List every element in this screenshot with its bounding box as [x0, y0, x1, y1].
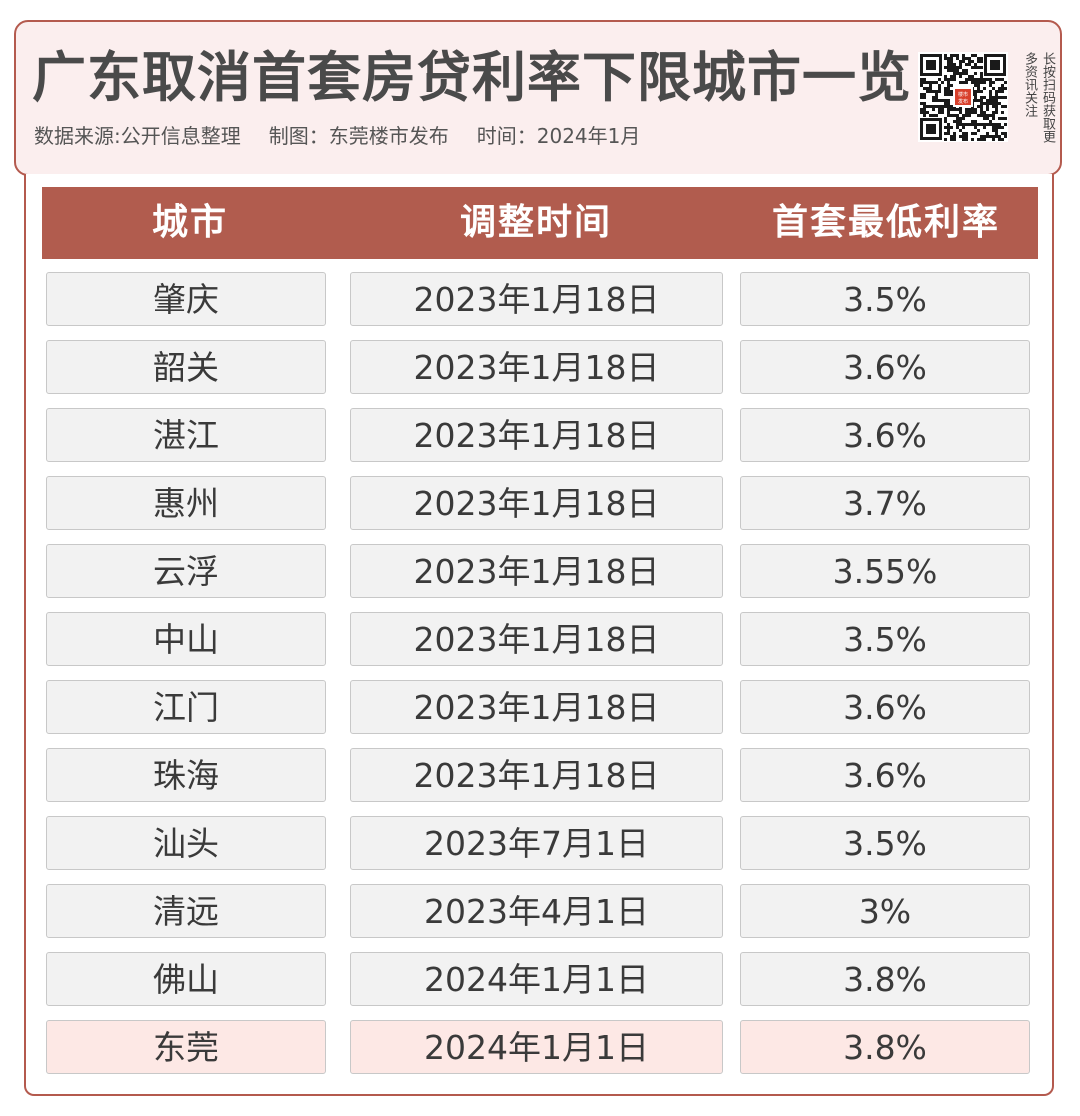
lowest-rate-cell: 3.55%: [740, 544, 1030, 598]
lowest-rate-cell: 3.8%: [740, 952, 1030, 1006]
adjust-date-cell: 2023年1月18日: [350, 748, 723, 802]
city-cell: 佛山: [46, 952, 326, 1006]
city-cell: 东莞: [46, 1020, 326, 1074]
city-cell: 湛江: [46, 408, 326, 462]
qr-caption: 长按扫码获取更多资讯关注: [1022, 52, 1055, 143]
city-cell: 韶关: [46, 340, 326, 394]
city-cell: 清远: [46, 884, 326, 938]
svg-text:楼市: 楼市: [958, 91, 968, 98]
column-header-lowest-rate: 首套最低利率: [771, 202, 1000, 243]
table-row: 中山 2023年1月18日 3.5%: [26, 612, 1056, 666]
city-cell: 汕头: [46, 816, 326, 870]
page-title: 广东取消首套房贷利率下限城市一览: [32, 46, 912, 109]
lowest-rate-cell: 3.8%: [740, 1020, 1030, 1074]
table-row: 湛江 2023年1月18日 3.6%: [26, 408, 1056, 462]
table-row: 珠海 2023年1月18日 3.6%: [26, 748, 1056, 802]
svg-text:发布: 发布: [958, 98, 968, 105]
city-cell: 珠海: [46, 748, 326, 802]
lowest-rate-cell: 3.6%: [740, 748, 1030, 802]
made-by: 制图：东莞楼市发布: [268, 124, 449, 148]
adjust-date-cell: 2023年7月1日: [350, 816, 723, 870]
city-cell: 肇庆: [46, 272, 326, 326]
subtitle: 数据来源:公开信息整理 制图：东莞楼市发布 时间：2024年1月: [34, 122, 668, 150]
header-panel: 广东取消首套房贷利率下限城市一览 数据来源:公开信息整理 制图：东莞楼市发布 时间：…: [14, 20, 1062, 176]
lowest-rate-cell: 3%: [740, 884, 1030, 938]
adjust-date-cell: 2024年1月1日: [350, 952, 723, 1006]
rate-table: 城市 调整时间 首套最低利率 肇庆 2023年1月18日 3.5% 韶关 2023年1月…: [24, 174, 1054, 1096]
table-row: 江门 2023年1月18日 3.6%: [26, 680, 1056, 734]
lowest-rate-cell: 3.5%: [740, 612, 1030, 666]
adjust-date-cell: 2023年1月18日: [350, 612, 723, 666]
publish-date: 时间：2024年1月: [476, 124, 641, 148]
data-source: 数据来源:公开信息整理: [34, 124, 241, 148]
qr-code-icon: 楼市 发布: [918, 52, 1008, 142]
lowest-rate-cell: 3.5%: [740, 816, 1030, 870]
table-row: 云浮 2023年1月18日 3.55%: [26, 544, 1056, 598]
city-cell: 惠州: [46, 476, 326, 530]
adjust-date-cell: 2023年4月1日: [350, 884, 723, 938]
city-cell: 云浮: [46, 544, 326, 598]
column-header-adjust-date: 调整时间: [459, 202, 612, 243]
city-cell: 江门: [46, 680, 326, 734]
city-cell: 中山: [46, 612, 326, 666]
table-header: 城市 调整时间 首套最低利率: [42, 187, 1038, 259]
lowest-rate-cell: 3.6%: [740, 408, 1030, 462]
lowest-rate-cell: 3.5%: [740, 272, 1030, 326]
table-row: 汕头 2023年7月1日 3.5%: [26, 816, 1056, 870]
table-row: 清远 2023年4月1日 3%: [26, 884, 1056, 938]
adjust-date-cell: 2023年1月18日: [350, 340, 723, 394]
table-row: 惠州 2023年1月18日 3.7%: [26, 476, 1056, 530]
lowest-rate-cell: 3.6%: [740, 340, 1030, 394]
lowest-rate-cell: 3.6%: [740, 680, 1030, 734]
adjust-date-cell: 2023年1月18日: [350, 476, 723, 530]
adjust-date-cell: 2023年1月18日: [350, 272, 723, 326]
adjust-date-cell: 2024年1月1日: [350, 1020, 723, 1074]
adjust-date-cell: 2023年1月18日: [350, 680, 723, 734]
adjust-date-cell: 2023年1月18日: [350, 408, 723, 462]
lowest-rate-cell: 3.7%: [740, 476, 1030, 530]
table-row: 肇庆 2023年1月18日 3.5%: [26, 272, 1056, 326]
table-row: 韶关 2023年1月18日 3.6%: [26, 340, 1056, 394]
table-row: 佛山 2024年1月1日 3.8%: [26, 952, 1056, 1006]
adjust-date-cell: 2023年1月18日: [350, 544, 723, 598]
column-header-city: 城市: [151, 202, 228, 243]
table-row: 东莞 2024年1月1日 3.8%: [26, 1020, 1056, 1074]
